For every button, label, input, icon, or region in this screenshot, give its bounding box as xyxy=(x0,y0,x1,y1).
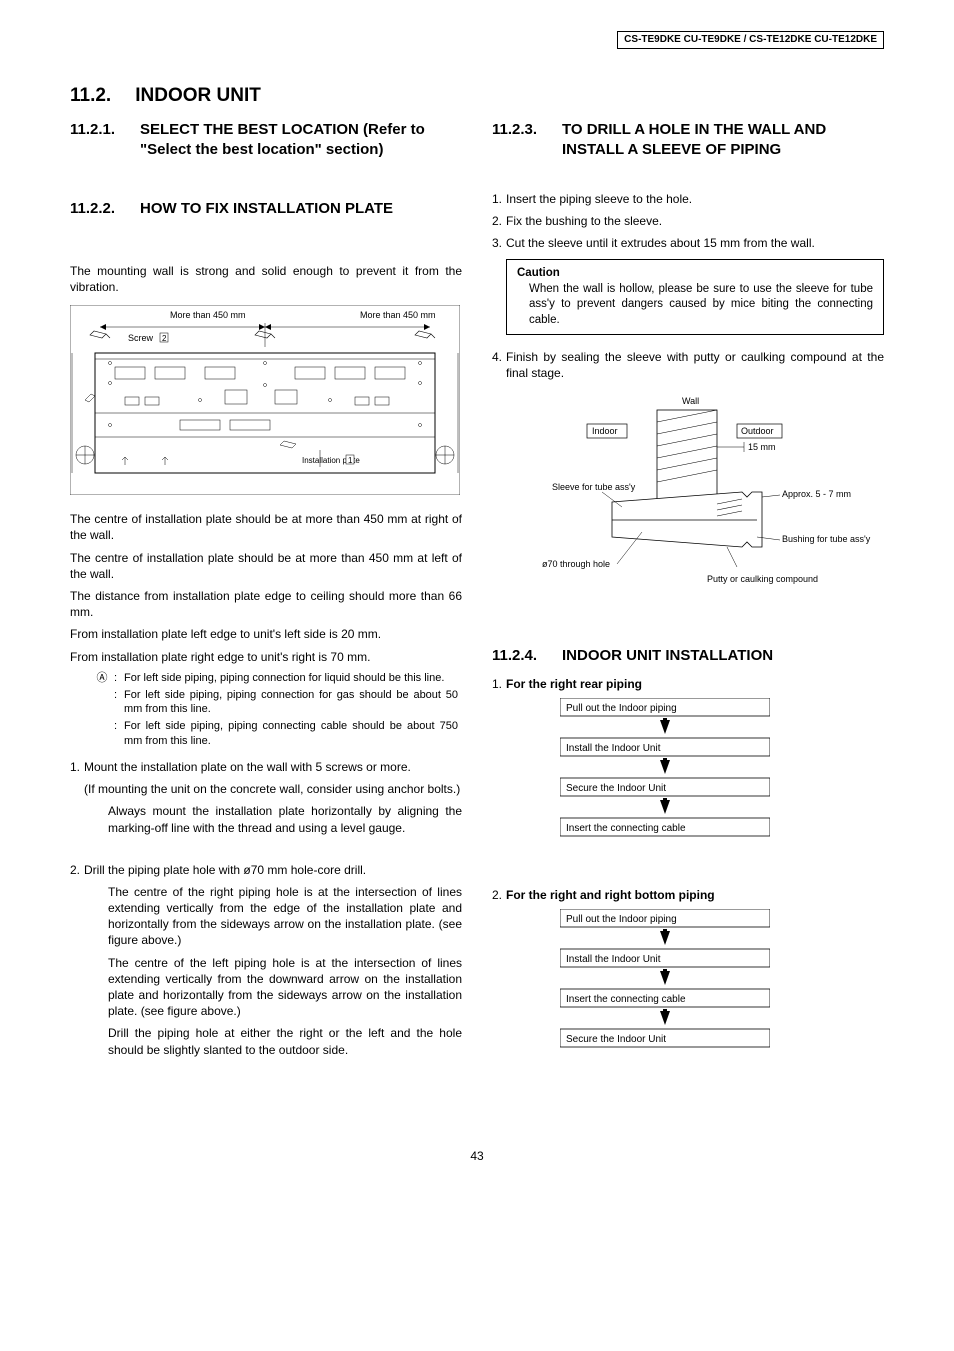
subsection-number: 11.2.2. xyxy=(70,199,140,219)
section-number: 11.2. xyxy=(70,83,130,109)
step-2c: Drill the piping hole at either the righ… xyxy=(84,1025,462,1057)
drill-step-4-list: 4.Finish by sealing the sleeve with putt… xyxy=(492,349,884,381)
legend-symbol-blank xyxy=(90,688,114,718)
install-subhead-1: For the right rear piping xyxy=(506,677,642,691)
svg-text:Pull out the Indoor piping: Pull out the Indoor piping xyxy=(566,703,677,714)
subsection-11-2-3: 11.2.3. TO DRILL A HOLE IN THE WALL AND … xyxy=(492,120,884,161)
svg-text:Screw: Screw xyxy=(128,333,154,343)
install-heading-1: 1. For the right rear piping xyxy=(492,676,884,692)
step-2b: The centre of the left piping hole is at… xyxy=(84,955,462,1020)
install-list: 1. For the right rear piping xyxy=(492,676,884,692)
section-title: 11.2. INDOOR UNIT xyxy=(70,83,884,109)
step-text: Mount the installation plate on the wall… xyxy=(84,760,411,774)
drill-step-2: 2.Fix the bushing to the sleeve. xyxy=(492,213,884,229)
flowchart-b: Pull out the Indoor piping Install the I… xyxy=(560,909,770,1084)
svg-text:Insert the connecting cable: Insert the connecting cable xyxy=(566,994,686,1005)
intro-paragraph: The mounting wall is strong and solid en… xyxy=(70,263,462,295)
legend-text-a: For left side piping, piping connection … xyxy=(124,671,462,686)
svg-text:More than 450 mm: More than 450 mm xyxy=(170,310,246,320)
svg-text:Install the Indoor Unit: Install the Indoor Unit xyxy=(566,954,661,965)
legend-list: Ⓐ : For left side piping, piping connect… xyxy=(70,671,462,749)
legend-text-b: For left side piping, piping connection … xyxy=(124,688,462,718)
subsection-number: 11.2.4. xyxy=(492,646,562,666)
wall-sleeve-figure: Wall Indoor Outdoor 15 mm Sleeve xyxy=(512,392,882,602)
subsection-11-2-4: 11.2.4. INDOOR UNIT INSTALLATION xyxy=(492,646,884,666)
section-text: INDOOR UNIT xyxy=(135,85,261,106)
right-column: 11.2.3. TO DRILL A HOLE IN THE WALL AND … xyxy=(492,120,884,1098)
svg-text:15 mm: 15 mm xyxy=(748,442,776,452)
subsection-text: TO DRILL A HOLE IN THE WALL AND INSTALL … xyxy=(562,120,884,161)
para-right-wall: The centre of installation plate should … xyxy=(70,511,462,543)
subsection-text: HOW TO FIX INSTALLATION PLATE xyxy=(140,199,462,219)
caution-body: When the wall is hollow, please be sure … xyxy=(517,282,873,329)
step-text: Drill the piping plate hole with ø70 mm … xyxy=(84,863,366,877)
legend-colon: : xyxy=(114,671,124,686)
page-number: 43 xyxy=(70,1148,884,1164)
svg-text:Wall: Wall xyxy=(682,396,699,406)
caution-title: Caution xyxy=(517,266,873,282)
svg-text:ø70 through hole: ø70 through hole xyxy=(542,559,610,569)
model-text: CS-TE9DKE CU-TE9DKE / CS-TE12DKE CU-TE12… xyxy=(617,31,884,49)
para-left-edge: From installation plate left edge to uni… xyxy=(70,626,462,642)
svg-text:More than 450 mm: More than 450 mm xyxy=(360,310,436,320)
drill-step-3: 3.Cut the sleeve until it extrudes about… xyxy=(492,235,884,251)
step-number: 2. xyxy=(70,862,80,878)
install-subhead-2: For the right and right bottom piping xyxy=(506,888,715,902)
svg-text:Insert the connecting cable: Insert the connecting cable xyxy=(566,823,686,834)
caution-box: Caution When the wall is hollow, please … xyxy=(506,259,884,335)
installation-plate-figure: More than 450 mm More than 450 mm Screw … xyxy=(70,305,460,495)
legend-colon: : xyxy=(114,688,124,718)
step-1: 1. Mount the installation plate on the w… xyxy=(70,759,462,836)
subsection-number: 11.2.3. xyxy=(492,120,562,161)
svg-text:Secure the Indoor Unit: Secure the Indoor Unit xyxy=(566,1034,666,1045)
svg-text:Indoor: Indoor xyxy=(592,426,618,436)
drill-steps: 1.Insert the piping sleeve to the hole. … xyxy=(492,191,884,252)
drill-step-4: 4.Finish by sealing the sleeve with putt… xyxy=(492,349,884,381)
svg-text:Bushing for tube ass'y: Bushing for tube ass'y xyxy=(782,534,871,544)
legend-text-c: For left side piping, piping connecting … xyxy=(124,719,462,749)
left-column: 11.2.1. SELECT THE BEST LOCATION (Refer … xyxy=(70,120,462,1098)
svg-text:Outdoor: Outdoor xyxy=(741,426,774,436)
para-right-edge: From installation plate right edge to un… xyxy=(70,649,462,665)
svg-text:Approx. 5 - 7 mm: Approx. 5 - 7 mm xyxy=(782,489,851,499)
subsection-text: INDOOR UNIT INSTALLATION xyxy=(562,646,884,666)
step-list: 1. Mount the installation plate on the w… xyxy=(70,759,462,836)
para-left-wall: The centre of installation plate should … xyxy=(70,550,462,582)
legend-symbol-a: Ⓐ xyxy=(90,671,114,686)
svg-text:Sleeve for tube ass'y: Sleeve for tube ass'y xyxy=(552,482,636,492)
svg-text:Secure the Indoor Unit: Secure the Indoor Unit xyxy=(566,783,666,794)
svg-text:2: 2 xyxy=(162,334,167,343)
legend-symbol-blank xyxy=(90,719,114,749)
install-heading-2: 2. For the right and right bottom piping xyxy=(492,887,884,903)
svg-text:1: 1 xyxy=(348,456,353,465)
legend-colon: : xyxy=(114,719,124,749)
subsection-11-2-2: 11.2.2. HOW TO FIX INSTALLATION PLATE xyxy=(70,199,462,219)
flowchart-a: Pull out the Indoor piping Install the I… xyxy=(560,698,770,873)
step-2: 2. Drill the piping plate hole with ø70 … xyxy=(70,862,462,1058)
step-1a: (If mounting the unit on the concrete wa… xyxy=(84,781,462,797)
drill-step-1: 1.Insert the piping sleeve to the hole. xyxy=(492,191,884,207)
step-2a: The centre of the right piping hole is a… xyxy=(84,884,462,949)
step-number: 1. xyxy=(70,759,80,775)
subsection-number: 11.2.1. xyxy=(70,120,140,161)
step-list-2: 2. Drill the piping plate hole with ø70 … xyxy=(70,862,462,1058)
subsection-text: SELECT THE BEST LOCATION (Refer to "Sele… xyxy=(140,120,462,161)
svg-text:Putty or caulking compound: Putty or caulking compound xyxy=(707,574,818,584)
svg-text:Install the Indoor Unit: Install the Indoor Unit xyxy=(566,743,661,754)
svg-text:Pull out the Indoor piping: Pull out the Indoor piping xyxy=(566,914,677,925)
subsection-11-2-1: 11.2.1. SELECT THE BEST LOCATION (Refer … xyxy=(70,120,462,161)
model-header: CS-TE9DKE CU-TE9DKE / CS-TE12DKE CU-TE12… xyxy=(70,30,884,49)
step-1b: Always mount the installation plate hori… xyxy=(84,803,462,835)
para-ceiling: The distance from installation plate edg… xyxy=(70,588,462,620)
install-list-2: 2. For the right and right bottom piping xyxy=(492,887,884,903)
